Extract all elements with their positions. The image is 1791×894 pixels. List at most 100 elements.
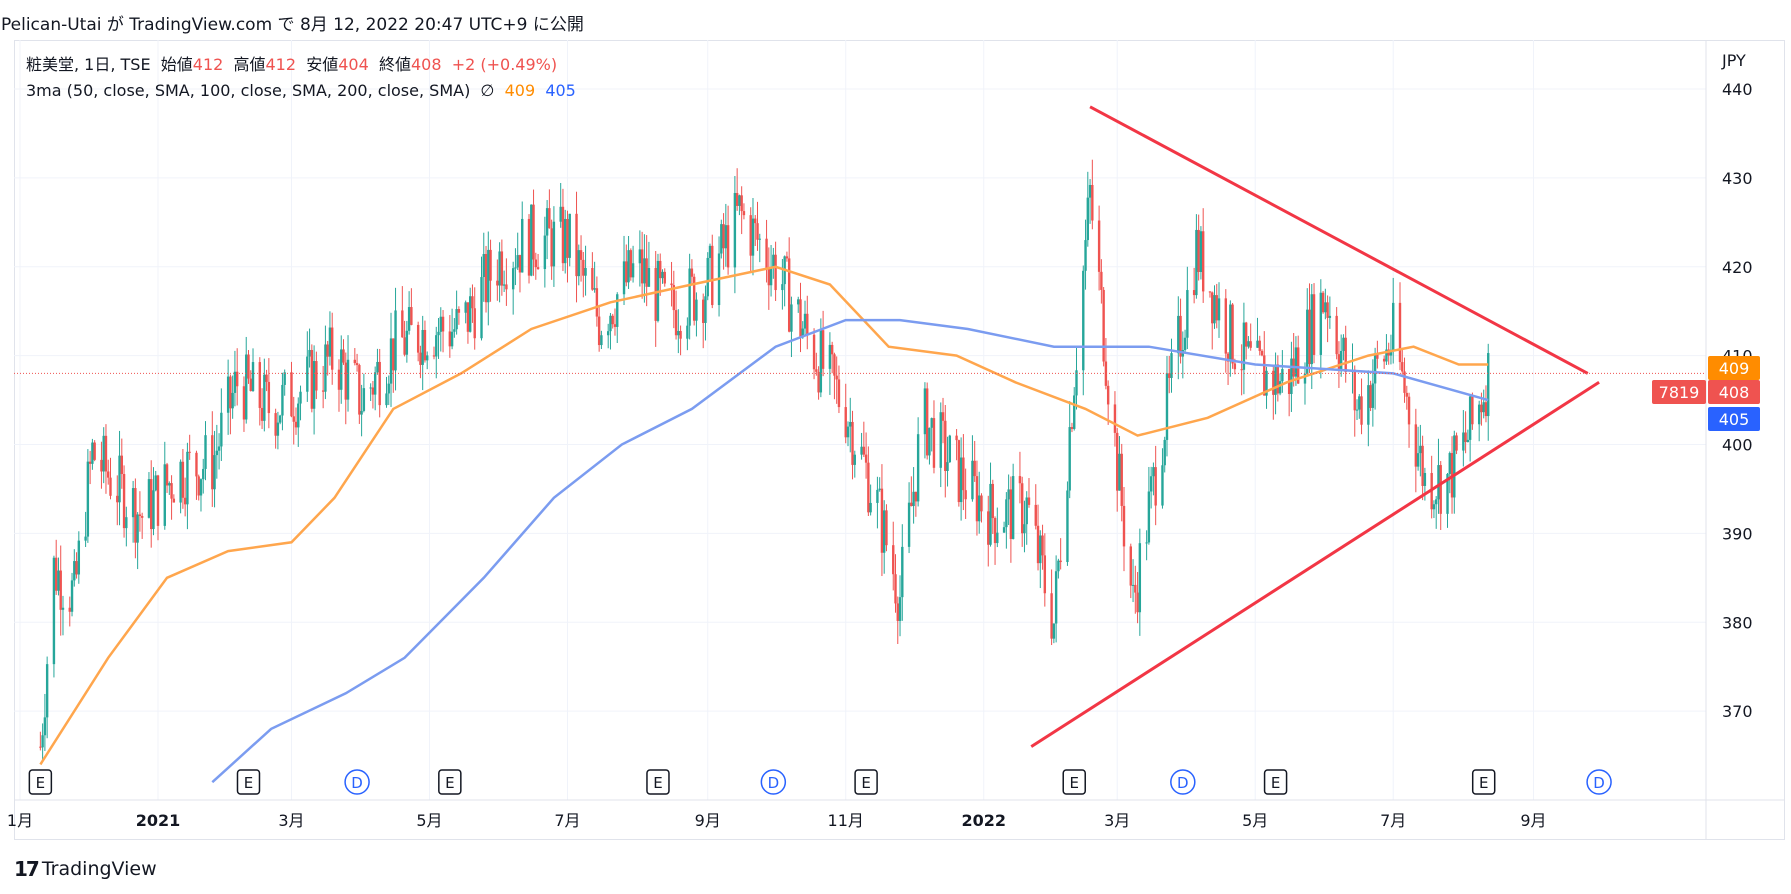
candle-body: [1226, 353, 1230, 362]
x-tick-label: 9月: [695, 811, 721, 830]
candle-body: [830, 344, 834, 355]
candle-body: [892, 545, 895, 575]
candle-body: [767, 268, 771, 286]
candle-body: [125, 517, 128, 529]
candle-body: [661, 271, 664, 279]
candle-body: [1195, 229, 1198, 296]
candle-body: [292, 416, 295, 422]
candle-body: [1482, 402, 1485, 413]
candle-body: [638, 249, 642, 264]
candle-body: [1453, 435, 1456, 498]
candle-body: [860, 446, 863, 455]
candle-body: [751, 218, 755, 256]
candle-body: [204, 435, 207, 469]
candle-body: [799, 299, 802, 338]
candle-body: [1020, 483, 1024, 534]
candle-body: [1066, 490, 1069, 563]
candle-body: [1145, 542, 1148, 544]
candle-body: [550, 228, 553, 267]
candle-body: [416, 324, 420, 353]
candle-body: [1462, 432, 1465, 451]
ma50-value: 409: [504, 81, 536, 100]
candle-body: [806, 313, 809, 335]
candle-body: [1011, 476, 1015, 539]
candle-body: [181, 461, 185, 498]
open-label: 始値: [160, 55, 193, 74]
candle-body: [1468, 396, 1472, 440]
candle-body: [1201, 231, 1205, 292]
candle-body: [419, 352, 422, 365]
tradingview-footer[interactable]: 17 TradingView: [14, 856, 157, 882]
x-tick-label: 2021: [136, 811, 181, 830]
candle-body: [1484, 402, 1488, 417]
candle-body: [735, 192, 739, 206]
candle-body: [862, 446, 866, 455]
y-tick-label: 380: [1722, 613, 1753, 632]
candle-body: [1165, 373, 1169, 440]
candle-body: [1416, 453, 1420, 467]
x-tick-label: 5月: [1242, 811, 1268, 830]
candle-body: [1398, 302, 1402, 363]
candle-body: [925, 388, 929, 456]
candle-body: [1023, 524, 1026, 534]
candle-body: [640, 249, 644, 284]
candle-body: [923, 388, 927, 435]
candle-body: [464, 302, 467, 313]
candle-body: [787, 258, 791, 332]
candle-body: [226, 376, 230, 413]
candle-body: [1041, 535, 1044, 556]
candle-body: [1321, 292, 1325, 313]
candle-body: [1036, 525, 1040, 564]
ohlc-row: 粧美堂, 1日, TSE 始値412 高値412 安値404 終値408 +2 …: [26, 52, 576, 78]
candle-body: [647, 267, 651, 287]
tradingview-brand: TradingView: [41, 858, 157, 880]
candle-body: [1446, 473, 1449, 514]
candle-body: [498, 251, 501, 286]
candle-body: [609, 315, 612, 332]
candle-body: [835, 375, 838, 380]
candle-body: [308, 349, 311, 357]
candle-body: [1276, 364, 1280, 394]
candle-body: [711, 245, 714, 306]
candle-body: [916, 434, 920, 502]
y-tick-label: 400: [1722, 436, 1753, 455]
change-value: +2 (+0.49%): [451, 55, 558, 74]
indicator-row[interactable]: 3ma (50, close, SMA, 100, close, SMA, 20…: [26, 78, 576, 104]
candle-body: [362, 388, 366, 411]
chart-panel[interactable]: [14, 40, 1785, 840]
candle-body: [410, 307, 413, 325]
candle-body: [964, 490, 967, 500]
candle-body: [1179, 315, 1182, 357]
candle-body: [455, 309, 458, 330]
candle-body: [312, 361, 316, 409]
candle-body: [944, 420, 947, 472]
candle-body: [306, 356, 309, 392]
candle-body: [1075, 370, 1078, 396]
candle-body: [1249, 341, 1252, 348]
candle-body: [407, 307, 411, 331]
candle-body: [197, 476, 200, 496]
candle-body: [324, 344, 327, 392]
candle-body: [978, 495, 981, 522]
candle-body: [1197, 229, 1200, 273]
candle-body: [340, 349, 343, 390]
candle-body: [138, 514, 142, 517]
candle-body: [851, 421, 854, 465]
candle-body: [466, 302, 470, 332]
earnings-marker-icon: [438, 769, 462, 795]
candle-body: [975, 476, 979, 522]
candle-body: [821, 330, 825, 369]
candle-body: [914, 491, 918, 502]
candle-body: [168, 483, 171, 486]
candle-body: [606, 331, 610, 336]
candle-body: [473, 308, 476, 339]
candle-body: [186, 451, 189, 505]
candle-body: [663, 271, 666, 284]
candle-body: [353, 359, 357, 364]
candle-body: [885, 510, 888, 546]
candle-body: [1477, 404, 1481, 425]
candle-body: [677, 330, 680, 336]
candle-body: [1371, 383, 1375, 408]
candle-body: [726, 225, 730, 268]
